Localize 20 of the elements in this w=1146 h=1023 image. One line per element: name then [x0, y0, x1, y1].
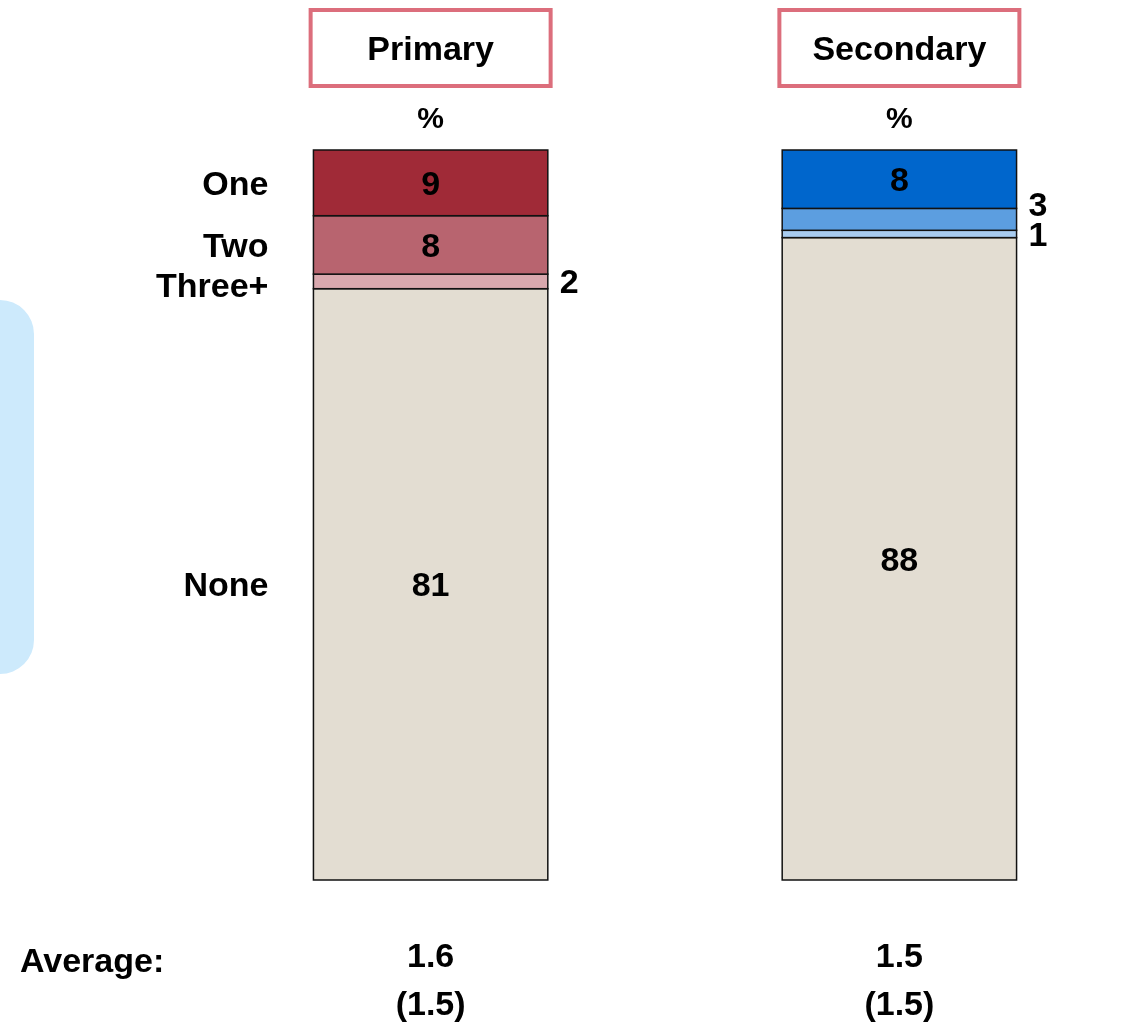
data-label: 3 — [1028, 184, 1048, 223]
y-axis-title: % — [417, 100, 444, 134]
data-label: 81 — [411, 565, 450, 604]
data-label: 8 — [421, 225, 441, 264]
series-label: One — [202, 163, 269, 202]
series-label: Two — [202, 225, 269, 264]
text: (1.5) — [864, 983, 935, 1022]
text: Average: — [20, 940, 165, 979]
text: 1.6 — [406, 935, 455, 974]
x-tick-label: Primary — [367, 28, 495, 67]
series-label: Three+ — [155, 265, 269, 304]
text: (1.5) — [395, 983, 466, 1022]
data-label: 2 — [559, 262, 579, 301]
text: % — [886, 100, 913, 134]
series-label: None — [183, 565, 269, 604]
data-label: 9 — [421, 163, 441, 202]
x-tick-label: Secondary — [812, 28, 987, 67]
data-label: 88 — [880, 539, 919, 578]
data-label: 8 — [889, 160, 909, 199]
text: 1.5 — [875, 935, 924, 974]
